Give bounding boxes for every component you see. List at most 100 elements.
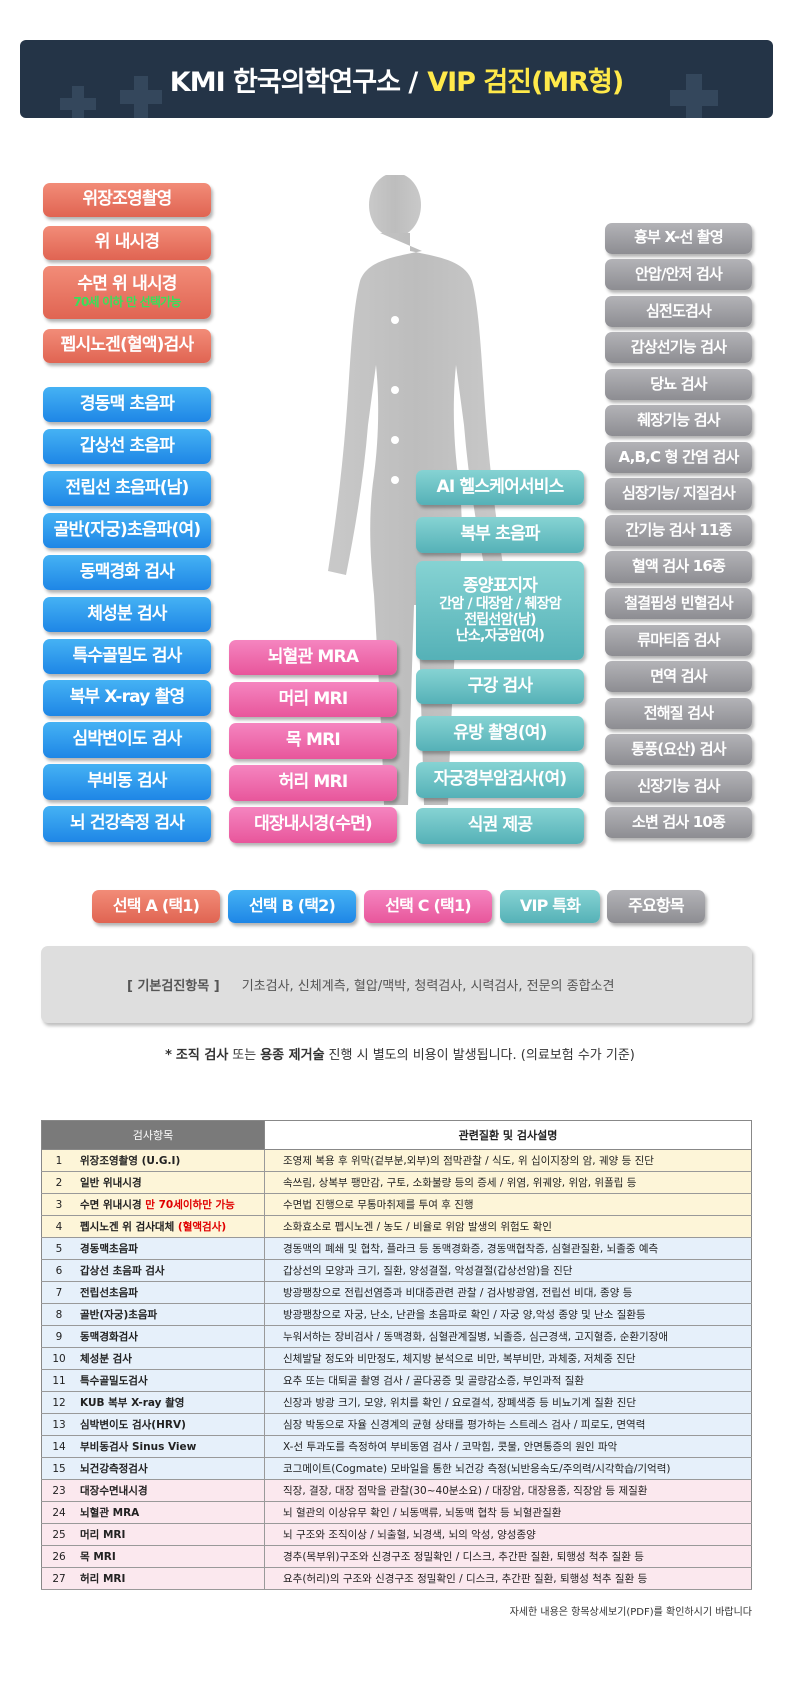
exam-name-text: 수면 위내시경 — [80, 1199, 142, 1211]
exam-item: 복부 X-ray 촬영 — [43, 680, 211, 716]
item-label: 당뇨 검사 — [650, 374, 707, 393]
footnote: 자세한 내용은 항목상세보기(PDF)를 확인하시기 바랍니다 — [509, 1607, 752, 1618]
legend-item: 주요항목 — [607, 890, 705, 923]
table-row: 27 허리 MRI 요추(허리)의 구조와 신경구조 정밀확인 / 디스크, 추간판… — [41, 1567, 752, 1590]
item-label: 유방 촬영(여) — [453, 722, 547, 743]
exam-item: 흉부 X-선 촬영 — [605, 222, 752, 254]
row-number: 5 — [41, 1237, 76, 1260]
row-number: 2 — [41, 1171, 76, 1194]
exam-name: 목 MRI — [76, 1545, 265, 1568]
exam-item: 펩시노겐(혈액)검사 — [43, 328, 211, 364]
item-label: 자궁경부암검사(여) — [433, 769, 567, 790]
exam-name: 뇌혈관 MRA — [76, 1501, 265, 1524]
row-number: 7 — [41, 1281, 76, 1304]
item-label: 위 내시경 — [94, 232, 160, 253]
exam-name-text: 대장수면내시경 — [80, 1485, 148, 1497]
table-row: 25 머리 MRI 뇌 구조와 조직이상 / 뇌출혈, 뇌경색, 뇌의 악성, 양성… — [41, 1523, 752, 1546]
item-label: 갑상선 초음파 — [79, 435, 175, 456]
notice-text: 또는 — [232, 1048, 257, 1063]
item-label: 전립선 초음파(남) — [65, 477, 190, 498]
table-row: 13 심박변이도 검사(HRV) 심장 박동으로 자율 신경계의 균형 상태를 평가… — [41, 1413, 752, 1436]
legend-item: 선택 C (택1) — [364, 890, 492, 923]
exam-name: 갑상선 초음파 검사 — [76, 1259, 265, 1282]
exam-item: AI 헬스케어서비스 — [416, 469, 584, 506]
notice-text: 용종 제거술 — [260, 1048, 325, 1063]
exam-description: 방광팽창으로 자궁, 난소, 난관을 초음파로 확인 / 자궁 양,악성 종양 … — [264, 1303, 752, 1326]
table-row: 14 부비동검사 Sinus View X-선 투과도를 측정하여 부비동염 검사 … — [41, 1435, 752, 1458]
exam-name-text: 체성분 검사 — [80, 1353, 132, 1365]
exam-item: 동맥경화 검사 — [43, 554, 211, 591]
exam-name-text: 경동맥초음파 — [80, 1243, 138, 1255]
item-label: 류마티즘 검사 — [637, 630, 720, 649]
item-label: 펩시노겐(혈액)검사 — [60, 335, 194, 356]
item-label: 구강 검사 — [467, 675, 533, 696]
exam-description: 심장 박동으로 자율 신경계의 균형 상태를 평가하는 스트레스 검사 / 피로… — [264, 1413, 752, 1436]
exam-name: 일반 위내시경 — [76, 1171, 265, 1194]
exam-item: 구강 검사 — [416, 668, 584, 705]
table-row: 11 특수골밀도검사 요추 또는 대퇴골 촬영 검사 / 골다공증 및 골량감소증,… — [41, 1369, 752, 1392]
legend-item: 선택 B (택2) — [228, 890, 356, 923]
column-header: 검사항목 — [41, 1120, 265, 1150]
exam-description: 방광팽창으로 전립선염증과 비대증관련 관찰 / 검사방광염, 전립선 비대, … — [264, 1281, 752, 1304]
exam-description: 조영제 복용 후 위막(겉부분,외부)의 점막관찰 / 식도, 위 십이지장의 … — [264, 1149, 752, 1172]
exam-description: 요추 또는 대퇴골 촬영 검사 / 골다공증 및 골량감소증, 부인과적 질환 — [264, 1369, 752, 1392]
item-label: 면역 검사 — [650, 667, 707, 686]
item-label: 위장조영촬영 — [82, 189, 172, 210]
exam-item: 뇌혈관 MRA — [229, 639, 397, 676]
exam-item: 경동맥 초음파 — [43, 387, 211, 423]
exam-name: 허리 MRI — [76, 1567, 265, 1590]
item-label: 허리 MRI — [278, 772, 349, 793]
legend-item: VIP 특화 — [500, 890, 600, 923]
table-row: 10 체성분 검사 신체발달 정도와 비만정도, 체지방 분석으로 비만, 복부비만… — [41, 1347, 752, 1370]
exam-name-note: 만 70세이하만 가능 — [145, 1199, 235, 1211]
exam-name-text: 일반 위내시경 — [80, 1177, 142, 1189]
exam-name-text: 갑상선 초음파 검사 — [80, 1265, 165, 1277]
table-row: 1 위장조영촬영 (U.G.I) 조영제 복용 후 위막(겉부분,외부)의 점막관찰… — [41, 1149, 752, 1172]
title-prefix: KMI 한국의학연구소 / — [169, 66, 418, 98]
row-number: 25 — [41, 1523, 76, 1546]
item-label: 복부 초음파 — [460, 524, 540, 545]
exam-item: 신장기능 검사 — [605, 770, 752, 802]
item-label: 심전도검사 — [645, 301, 712, 320]
exam-name-text: 뇌혈관 MRA — [80, 1507, 140, 1519]
table-row: 26 목 MRI 경추(목부위)구조와 신경구조 정밀확인 / 디스크, 추간판 질… — [41, 1545, 752, 1568]
exam-item: 간기능 검사 11종 — [605, 514, 752, 547]
exam-name-text: 목 MRI — [80, 1551, 116, 1563]
item-label: 심장기능/ 지질검사 — [621, 484, 736, 503]
item-label: 종양표지자 — [462, 575, 538, 596]
row-number: 12 — [41, 1391, 76, 1414]
exam-description: 뇌 구조와 조직이상 / 뇌출혈, 뇌경색, 뇌의 악성, 양성종양 — [264, 1523, 752, 1546]
item-label: 머리 MRI — [278, 688, 349, 709]
exam-item: 위장조영촬영 — [43, 182, 211, 218]
notice-text: * — [165, 1048, 172, 1063]
exam-name-text: 머리 MRI — [80, 1529, 126, 1541]
exam-item: 류마티즘 검사 — [605, 624, 752, 656]
exam-item: A,B,C 형 간염 검사 — [605, 441, 752, 473]
row-number: 13 — [41, 1413, 76, 1436]
exam-item: 안압/안저 검사 — [605, 259, 752, 291]
exam-item: 당뇨 검사 — [605, 368, 752, 400]
exam-item: 소변 검사 10종 — [605, 807, 752, 839]
item-sub: 간암 / 대장암 / 췌장암 — [439, 596, 561, 613]
item-label: 대장내시경(수면) — [254, 814, 373, 835]
exam-name: 동맥경화검사 — [76, 1325, 265, 1348]
exam-description: 경추(목부위)구조와 신경구조 정밀확인 / 디스크, 추간판 질환, 퇴행성 … — [264, 1545, 752, 1568]
exam-description: 신장과 방광 크기, 모양, 위치를 확인 / 요로결석, 장폐색증 등 비뇨기… — [264, 1391, 752, 1414]
notice-text: 진행 시 별도의 비용이 발생됩니다. (의료보험 수가 기준) — [328, 1048, 635, 1063]
exam-item: 목 MRI — [229, 723, 397, 759]
exam-description: X-선 투과도를 측정하여 부비동염 검사 / 코막힘, 콧물, 안면통증의 원… — [264, 1435, 752, 1458]
exam-item: 췌장기능 검사 — [605, 405, 752, 437]
exam-item: 복부 초음파 — [416, 517, 584, 553]
exam-name-text: 위장조영촬영 (U.G.I) — [80, 1155, 181, 1167]
table-row: 4 펩시노겐 위 검사대체 (혈액검사) 소화효소로 펩시노겐 / 농도 / 비율로… — [41, 1215, 752, 1238]
exam-name: 전립선초음파 — [76, 1281, 265, 1304]
exam-name: 골반(자궁)초음파 — [76, 1303, 265, 1326]
exam-description: 갑상선의 모양과 크기, 질환, 양성결절, 악성결절(갑상선암)을 진단 — [264, 1259, 752, 1282]
exam-item: 심장기능/ 지질검사 — [605, 478, 752, 510]
item-sub: 전립선암(남) — [464, 612, 536, 629]
header-row: 검사항목 관련질환 및 검사설명 — [41, 1120, 752, 1150]
table-row: 15 뇌건강측정검사 코그메이트(Cogmate) 모바일을 통한 뇌건강 측정(뇌… — [41, 1457, 752, 1480]
item-label: 철결핍성 빈혈검사 — [624, 593, 733, 612]
exam-item: 종양표지자 간암 / 대장암 / 췌장암 전립선암(남) 난소,자궁암(여) — [416, 561, 584, 661]
exam-item: 특수골밀도 검사 — [43, 638, 211, 675]
